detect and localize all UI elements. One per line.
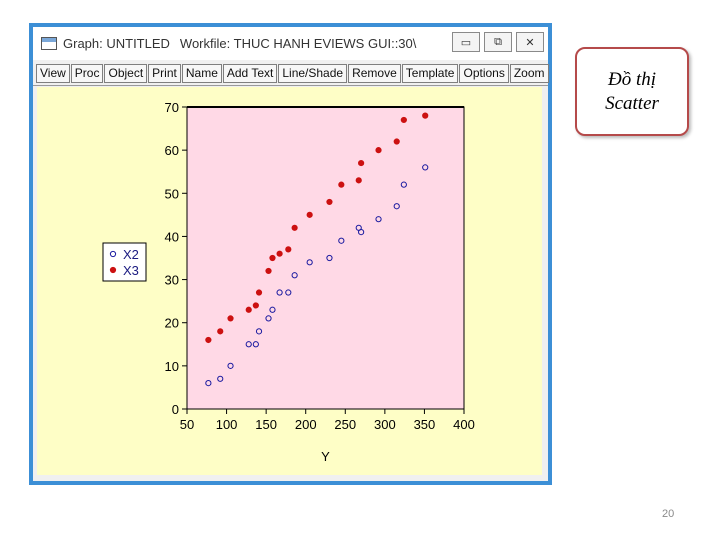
point-x3 xyxy=(269,254,276,262)
add-text-button[interactable]: Add Text xyxy=(222,63,278,83)
point-x3 xyxy=(400,116,407,124)
print-button[interactable]: Print xyxy=(148,63,181,83)
point-x3 xyxy=(217,328,224,335)
point-x3 xyxy=(245,306,252,313)
zoom-button[interactable]: Zoom xyxy=(509,63,549,83)
window-body: Graph: UNTITLED Workfile: THUC HANH EVIE… xyxy=(33,27,549,481)
proc-button[interactable]: Proc xyxy=(70,63,104,83)
window-title-workfile: Workfile: THUC HANH EVIEWS GUI::30\ xyxy=(179,36,417,51)
point-x3 xyxy=(422,112,429,119)
view-button[interactable]: View xyxy=(36,63,70,83)
restore-button[interactable]: ⧉ xyxy=(484,32,512,52)
plot-area xyxy=(186,106,465,410)
point-x3 xyxy=(375,147,382,154)
point-x2 xyxy=(338,237,345,244)
point-x3 xyxy=(276,250,283,257)
name-button[interactable]: Name xyxy=(181,63,222,83)
point-x2 xyxy=(252,341,259,348)
point-x2 xyxy=(358,229,365,236)
y-tick-label: 0 xyxy=(172,402,179,417)
object-button[interactable]: Object xyxy=(104,63,148,83)
graph-toolbar: View Proc Object Print Name Add Text Lin… xyxy=(33,61,549,86)
point-x3 xyxy=(393,138,400,145)
window-icon[interactable] xyxy=(41,37,57,50)
y-tick-label: 10 xyxy=(165,359,179,374)
callout-line-1: Đồ thị xyxy=(607,68,657,90)
x-axis-label: Y xyxy=(321,449,330,464)
legend-marker-x2 xyxy=(109,250,117,258)
x-tick-label: 100 xyxy=(216,417,238,432)
point-x3 xyxy=(205,336,212,344)
y-tick-label: 70 xyxy=(165,100,179,115)
x-tick-label: 250 xyxy=(334,417,356,432)
template-button[interactable]: Template xyxy=(401,63,459,83)
point-x3 xyxy=(285,246,292,253)
point-x2 xyxy=(217,375,224,382)
point-x2 xyxy=(265,315,272,322)
restore-icon: ⧉ xyxy=(494,35,502,48)
legend-label-x2: X2 xyxy=(123,247,139,262)
point-x3 xyxy=(355,177,362,184)
title-bar[interactable]: Graph: UNTITLED Workfile: THUC HANH EVIE… xyxy=(33,27,548,60)
point-x2 xyxy=(400,181,407,188)
window-controls: ▭ ⧉ ✕ xyxy=(452,32,544,52)
line-shade-button[interactable]: Line/Shade xyxy=(278,63,348,83)
point-x3 xyxy=(338,181,345,188)
point-x2 xyxy=(306,259,313,266)
point-x2 xyxy=(227,362,234,369)
remove-button[interactable]: Remove xyxy=(348,63,401,83)
close-button[interactable]: ✕ xyxy=(516,32,544,52)
window-title-graph: Graph: UNTITLED xyxy=(63,36,170,51)
x-tick-label: 400 xyxy=(453,417,475,432)
x-tick-label: 200 xyxy=(295,417,317,432)
point-x2 xyxy=(245,341,252,348)
page-number: 20 xyxy=(662,508,675,520)
minimize-button[interactable]: ▭ xyxy=(452,32,480,52)
y-tick-label: 60 xyxy=(165,143,179,158)
point-x2 xyxy=(255,328,263,335)
x-tick-label: 350 xyxy=(414,417,436,432)
point-x2 xyxy=(375,216,382,223)
x-tick-label: 150 xyxy=(255,417,277,432)
point-x3 xyxy=(255,289,263,296)
point-x2 xyxy=(269,306,276,313)
y-tick-label: 20 xyxy=(165,316,179,331)
point-x2 xyxy=(326,254,333,262)
eviews-graph-window: Graph: UNTITLED Workfile: THUC HANH EVIE… xyxy=(29,23,552,485)
legend-marker-x3 xyxy=(109,266,117,274)
point-x3 xyxy=(358,159,365,167)
point-x2 xyxy=(422,164,429,171)
x-tick-label: 50 xyxy=(180,417,194,432)
point-x3 xyxy=(291,224,298,231)
close-icon: ✕ xyxy=(525,36,535,49)
options-button[interactable]: Options xyxy=(459,63,509,83)
point-x3 xyxy=(326,198,333,206)
x-tick-label: 300 xyxy=(374,417,396,432)
point-x3 xyxy=(265,267,272,275)
legend-box xyxy=(102,242,147,282)
point-x2 xyxy=(205,380,212,387)
graph-canvas[interactable]: 0 10 20 30 40 50 60 70 50 100 150 200 250 300 350 400 Y … xyxy=(37,87,542,475)
callout-line-2: Scatter xyxy=(605,92,659,114)
y-tick-label: 50 xyxy=(165,186,179,201)
point-x3 xyxy=(252,302,259,309)
point-x3 xyxy=(227,315,234,322)
minimize-icon: ▭ xyxy=(460,36,472,49)
y-tick-label: 40 xyxy=(165,229,179,244)
point-x2 xyxy=(393,203,400,210)
legend-label-x3: X3 xyxy=(123,263,139,278)
point-x2 xyxy=(285,289,292,296)
point-x3 xyxy=(306,211,313,218)
y-tick-label: 30 xyxy=(165,273,179,288)
point-x2 xyxy=(276,289,283,296)
callout-box: Đồ thị Scatter xyxy=(575,47,689,136)
point-x2 xyxy=(291,272,298,279)
